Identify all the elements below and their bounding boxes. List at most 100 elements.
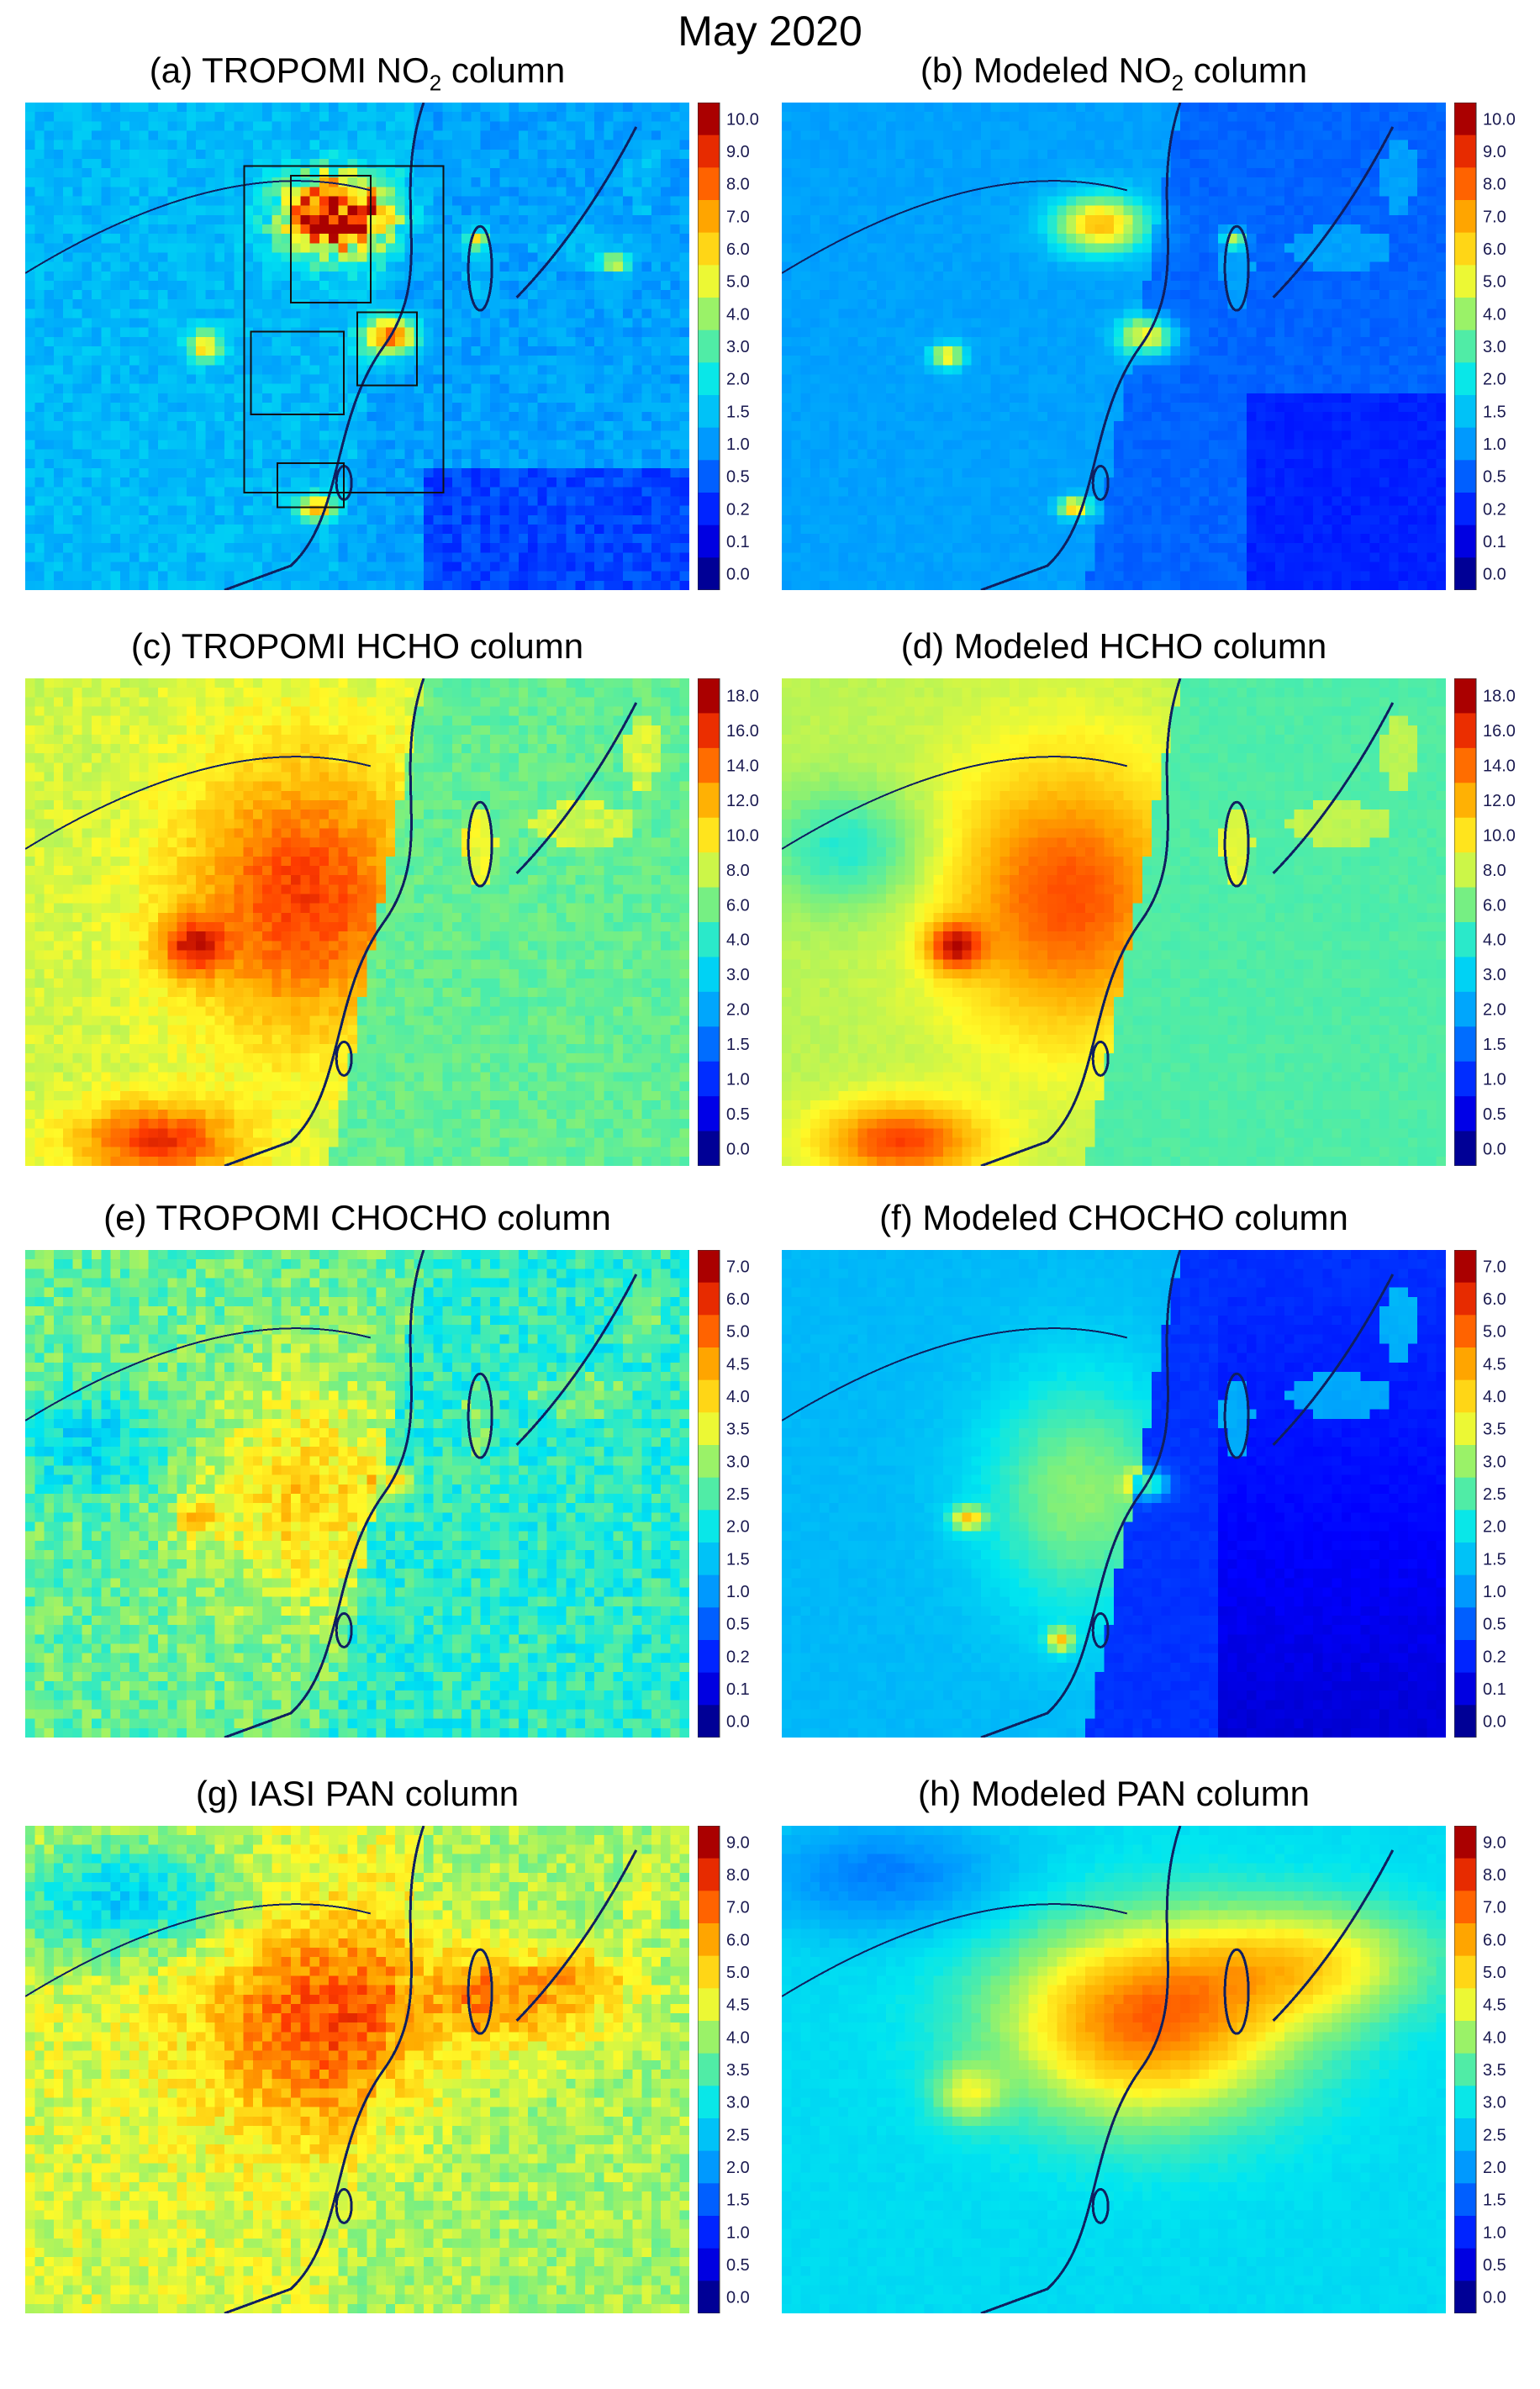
- heatmap-cell: [404, 430, 415, 441]
- heatmap-cell: [867, 205, 878, 216]
- heatmap-cell: [848, 177, 858, 187]
- heatmap-cell: [1085, 187, 1096, 198]
- heatmap-cell: [1274, 130, 1285, 141]
- heatmap-cell: [376, 552, 387, 563]
- heatmap-cell: [385, 130, 396, 141]
- heatmap-cell: [319, 440, 330, 451]
- heatmap-cell: [281, 449, 292, 460]
- heatmap-cell: [1208, 243, 1219, 254]
- heatmap-cell: [999, 103, 1010, 113]
- heatmap-cell: [604, 534, 614, 544]
- heatmap-cell: [101, 252, 112, 263]
- heatmap-cell: [1009, 271, 1020, 282]
- heatmap-cell: [632, 487, 643, 498]
- heatmap-cell: [1303, 224, 1314, 235]
- heatmap-cell: [1247, 103, 1257, 113]
- heatmap-cell: [395, 402, 406, 413]
- heatmap-cell: [167, 112, 178, 122]
- heatmap-cell: [329, 261, 340, 272]
- heatmap-cell: [234, 412, 245, 422]
- heatmap-cell: [196, 552, 207, 563]
- heatmap-cell: [262, 534, 273, 544]
- heatmap-cell: [556, 121, 567, 132]
- heatmap-cell: [613, 458, 624, 469]
- heatmap-cell: [110, 214, 121, 225]
- heatmap-cell: [480, 440, 491, 451]
- heatmap-cell: [252, 458, 263, 469]
- heatmap-cell: [119, 421, 130, 431]
- heatmap-cell: [1218, 243, 1229, 254]
- heatmap-cell: [471, 318, 482, 329]
- heatmap-cell: [1407, 177, 1418, 187]
- heatmap-cell: [990, 112, 1001, 122]
- heatmap-cell: [139, 562, 150, 572]
- heatmap-cell: [148, 214, 159, 225]
- heatmap-cell: [1075, 149, 1086, 160]
- heatmap-cell: [63, 224, 74, 235]
- heatmap-cell: [119, 524, 130, 535]
- heatmap-cell: [933, 187, 944, 198]
- heatmap-cell: [829, 130, 840, 141]
- heatmap-cell: [367, 580, 377, 590]
- heatmap-cell: [158, 458, 168, 469]
- heatmap-cell: [537, 177, 548, 187]
- heatmap-cell: [72, 280, 83, 291]
- heatmap-cell: [1294, 205, 1305, 216]
- heatmap-cell: [119, 299, 130, 309]
- heatmap-cell: [480, 393, 491, 403]
- heatmap-cell: [1360, 205, 1371, 216]
- heatmap-cell: [661, 261, 672, 272]
- heatmap-cell: [110, 514, 121, 525]
- heatmap-cell: [234, 552, 245, 563]
- heatmap-cell: [234, 421, 245, 431]
- heatmap-cell: [623, 421, 633, 431]
- heatmap-cell: [1332, 121, 1342, 132]
- heatmap-cell: [1094, 187, 1105, 198]
- heatmap-cell: [376, 365, 387, 376]
- heatmap-cell: [319, 130, 330, 141]
- heatmap-cell: [1369, 196, 1380, 207]
- heatmap-cell: [177, 224, 187, 235]
- heatmap-cell: [810, 243, 820, 254]
- heatmap-cell: [952, 214, 963, 225]
- heatmap-cell: [556, 261, 567, 272]
- heatmap-cell: [857, 196, 868, 207]
- heatmap-cell: [480, 412, 491, 422]
- heatmap-cell: [214, 121, 225, 132]
- heatmap-cell: [632, 103, 643, 113]
- heatmap-cell: [309, 393, 320, 403]
- heatmap-cell: [933, 214, 944, 225]
- heatmap-cell: [139, 421, 150, 431]
- heatmap-cell: [651, 280, 662, 291]
- heatmap-cell: [34, 543, 45, 553]
- heatmap-cell: [309, 177, 320, 187]
- heatmap-cell: [309, 309, 320, 319]
- heatmap-cell: [385, 543, 396, 553]
- heatmap-cell: [214, 449, 225, 460]
- heatmap-cell: [1379, 103, 1390, 113]
- heatmap-cell: [53, 458, 64, 469]
- heatmap-cell: [471, 562, 482, 572]
- heatmap-cell: [139, 580, 150, 590]
- heatmap-cell: [1180, 234, 1190, 244]
- heatmap-cell: [641, 430, 652, 441]
- heatmap-cell: [119, 505, 130, 516]
- heatmap-cell: [119, 580, 130, 590]
- heatmap-cell: [82, 103, 92, 113]
- heatmap-cell: [404, 224, 415, 235]
- heatmap-cell: [1208, 103, 1219, 113]
- heatmap-cell: [509, 140, 519, 150]
- heatmap-cell: [53, 412, 64, 422]
- heatmap-cell: [451, 224, 462, 235]
- heatmap-cell: [1085, 261, 1096, 272]
- heatmap-cell: [1379, 252, 1390, 263]
- heatmap-cell: [196, 205, 207, 216]
- heatmap-cell: [25, 121, 35, 132]
- heatmap-cell: [82, 121, 92, 132]
- heatmap-cell: [252, 112, 263, 122]
- heatmap-cell: [319, 224, 330, 235]
- heatmap-cell: [971, 252, 982, 263]
- heatmap-cell: [224, 196, 235, 207]
- heatmap-cell: [848, 205, 858, 216]
- heatmap-cell: [309, 196, 320, 207]
